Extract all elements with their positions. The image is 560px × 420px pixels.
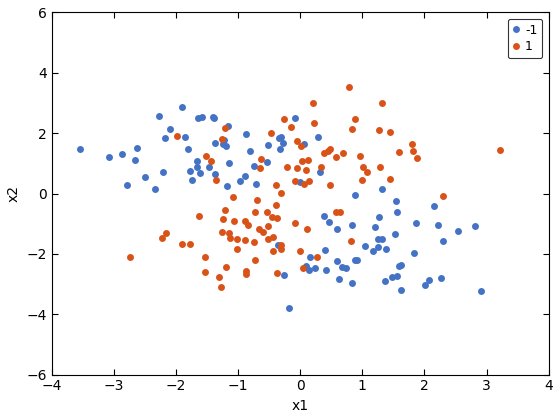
-1 <box>426 277 433 282</box>
1 <box>263 210 270 215</box>
-1 <box>372 224 379 229</box>
1 <box>301 181 307 186</box>
-1 <box>179 105 185 110</box>
-1 <box>334 259 340 264</box>
-1 <box>286 306 292 311</box>
1 <box>195 213 202 218</box>
1 <box>346 84 352 89</box>
-1 <box>161 135 168 140</box>
-1 <box>291 115 298 120</box>
Y-axis label: x2: x2 <box>7 185 21 202</box>
1 <box>325 149 332 154</box>
1 <box>251 210 258 215</box>
1 <box>253 197 260 202</box>
Legend: -1, 1: -1, 1 <box>507 19 543 58</box>
Line: 1: 1 <box>127 84 503 291</box>
Line: -1: -1 <box>77 103 484 312</box>
1 <box>217 285 224 290</box>
1 <box>201 269 208 274</box>
-1 <box>394 209 400 214</box>
X-axis label: x1: x1 <box>292 399 309 413</box>
-1 <box>167 127 174 132</box>
-1 <box>343 265 349 270</box>
1 <box>364 170 371 175</box>
